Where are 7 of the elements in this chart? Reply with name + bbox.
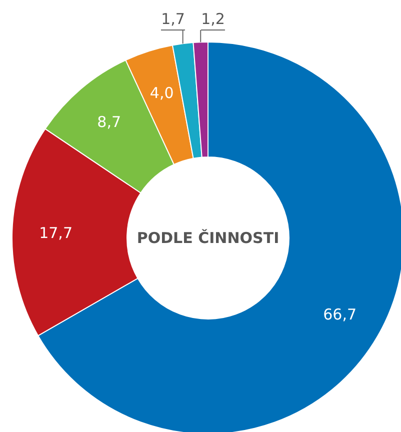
data-label: 1,2: [201, 10, 225, 28]
data-label: 8,7: [97, 113, 122, 132]
text: PODLE ČINNOSTI: [136, 229, 280, 247]
data-label: 1,7: [161, 10, 185, 28]
data-label: 4,0: [150, 84, 174, 102]
data-label: 66,7: [323, 305, 357, 324]
data-label: 17,7: [39, 224, 72, 242]
